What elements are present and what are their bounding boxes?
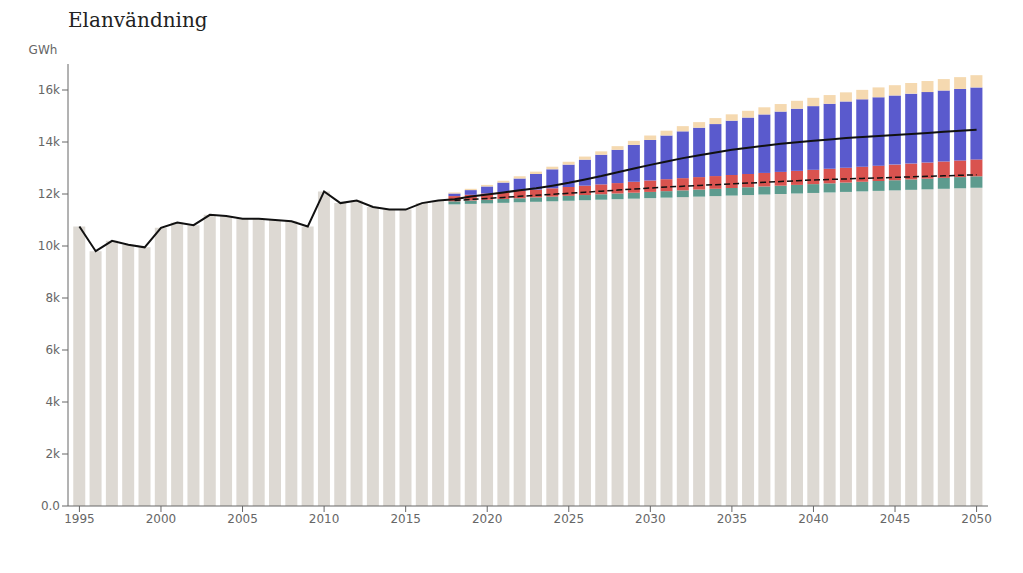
svg-text:1995: 1995	[64, 512, 95, 526]
svg-text:12k: 12k	[38, 187, 60, 201]
svg-text:2035: 2035	[717, 512, 748, 526]
svg-text:10k: 10k	[38, 239, 60, 253]
svg-text:GWh: GWh	[29, 43, 58, 57]
svg-text:14k: 14k	[38, 135, 60, 149]
svg-text:8k: 8k	[45, 291, 60, 305]
svg-text:2010: 2010	[309, 512, 340, 526]
svg-text:2015: 2015	[390, 512, 421, 526]
svg-text:2000: 2000	[146, 512, 177, 526]
svg-text:2030: 2030	[635, 512, 666, 526]
svg-text:0.0: 0.0	[41, 499, 60, 513]
svg-text:2020: 2020	[472, 512, 503, 526]
svg-text:2025: 2025	[554, 512, 585, 526]
svg-text:2005: 2005	[227, 512, 258, 526]
svg-text:2050: 2050	[961, 512, 992, 526]
svg-text:2k: 2k	[45, 447, 60, 461]
svg-text:2045: 2045	[880, 512, 911, 526]
svg-text:6k: 6k	[45, 343, 60, 357]
svg-text:2040: 2040	[798, 512, 829, 526]
html-text:Elanvändning: Elanvändning	[68, 8, 208, 32]
svg-text:16k: 16k	[38, 83, 60, 97]
svg-text:4k: 4k	[45, 395, 60, 409]
